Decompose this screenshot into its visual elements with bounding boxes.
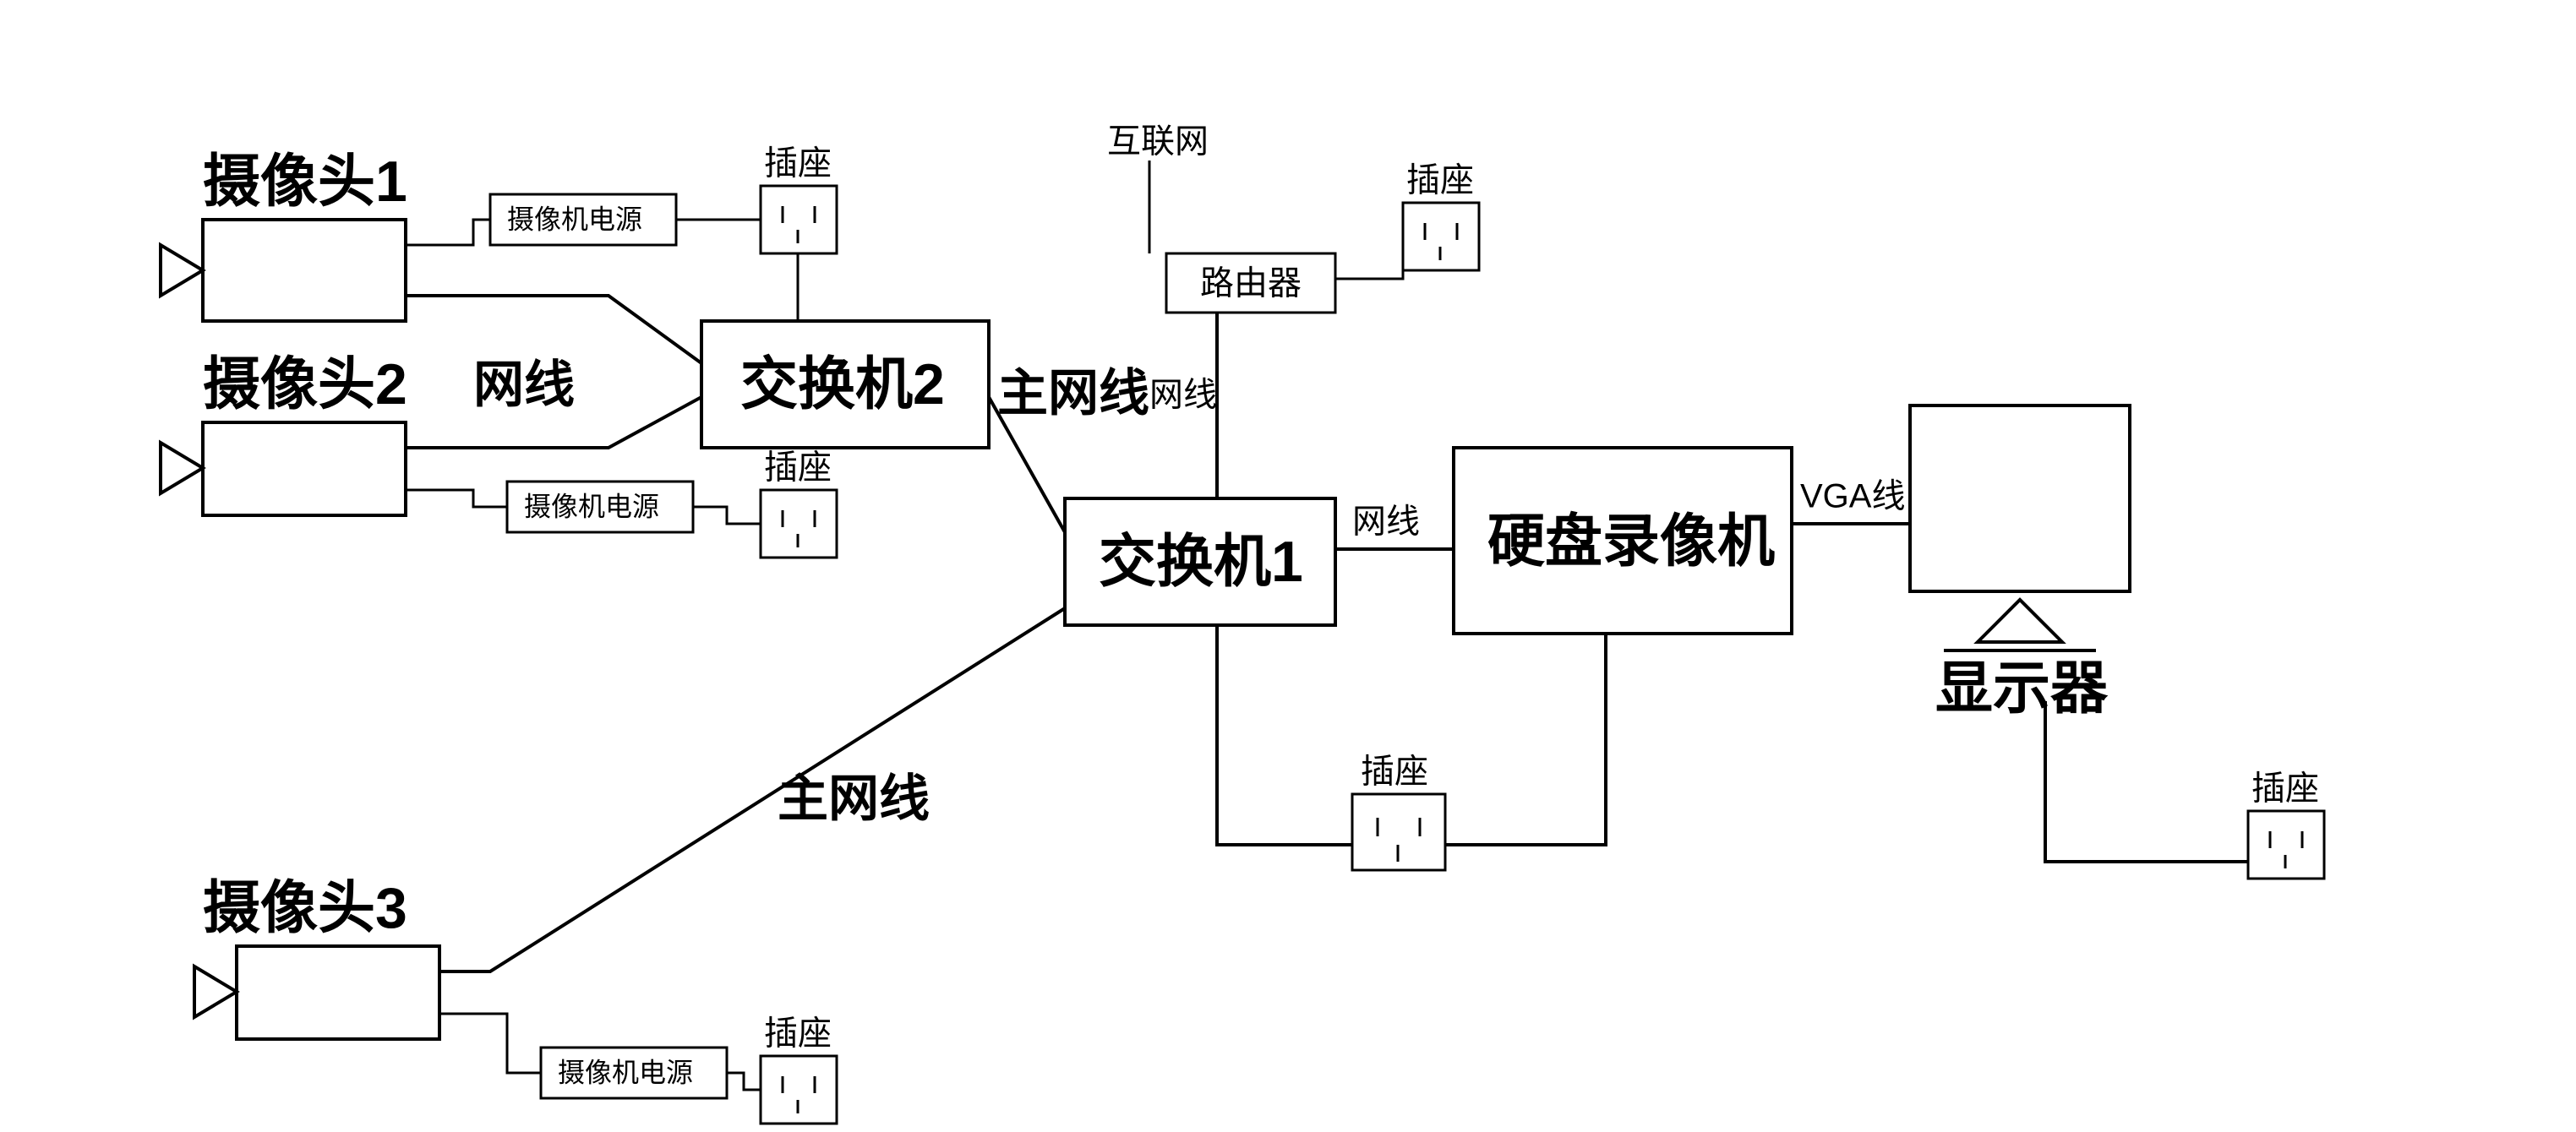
camera-power-2: 摄像机电源	[507, 482, 693, 532]
dvr-label: 硬盘录像机	[1487, 509, 1775, 574]
edge-cam3-power	[439, 1014, 541, 1073]
camera-power-1: 摄像机电源	[490, 194, 676, 245]
camera-2: 摄像头2	[161, 352, 407, 515]
edge-cam1-power	[406, 220, 490, 245]
edge-power3-socket	[727, 1073, 761, 1090]
dvr: 硬盘录像机	[1454, 448, 1792, 634]
label-netcable-router: 网线	[1149, 377, 1217, 414]
edge-cam3-sw1	[439, 608, 1065, 971]
label-netcable-dvr: 网线	[1352, 503, 1420, 541]
network-diagram: 摄像头1 摄像头2 摄像头3 摄像机电源 摄像机电源 摄像机电源	[0, 0, 2576, 1132]
switch-1: 交换机1	[1065, 498, 1335, 625]
label-main-cable-bot: 主网线	[778, 770, 930, 827]
socket-a-label: 插座	[764, 145, 832, 182]
switch-2: 交换机2	[701, 321, 989, 448]
camera-2-label: 摄像头2	[203, 352, 407, 416]
socket-router-label: 插座	[1406, 162, 1474, 199]
socket-c-label: 插座	[764, 1015, 832, 1053]
edge-power2-socket	[693, 507, 761, 524]
edge-cam1-sw2	[406, 296, 701, 363]
socket-a: 插座	[761, 145, 837, 253]
label-internet: 互联网	[1107, 123, 1209, 161]
switch-2-label: 交换机2	[740, 352, 945, 416]
socket-c: 插座	[761, 1015, 837, 1124]
label-main-cable-top: 主网线	[997, 365, 1149, 422]
edge-cam2-power	[406, 490, 507, 507]
socket-monitor-label: 插座	[2251, 770, 2319, 808]
edge-monitor-socket	[2045, 701, 2248, 862]
camera-3-label: 摄像头3	[203, 876, 407, 940]
camera-1-label: 摄像头1	[203, 150, 407, 214]
monitor: 显示器	[1910, 405, 2130, 721]
label-vga: VGA线	[1800, 478, 1905, 515]
label-netcable-left: 网线	[473, 356, 575, 413]
camera-power-2-label: 摄像机电源	[524, 491, 659, 521]
socket-b: 插座	[761, 449, 837, 558]
socket-router: 插座	[1403, 162, 1479, 270]
edge-sw1-socket	[1217, 625, 1352, 845]
router: 路由器	[1166, 253, 1335, 313]
router-label: 路由器	[1200, 265, 1302, 302]
camera-power-3: 摄像机电源	[541, 1048, 727, 1098]
socket-sw-dvr: 插座	[1352, 754, 1445, 870]
edge-router-socket	[1335, 270, 1403, 279]
socket-monitor: 插座	[2248, 770, 2324, 879]
camera-power-1-label: 摄像机电源	[507, 204, 642, 234]
camera-3: 摄像头3	[194, 876, 439, 1039]
camera-1: 摄像头1	[161, 150, 407, 321]
switch-1-label: 交换机1	[1099, 530, 1303, 594]
edge-dvr-socket	[1445, 634, 1606, 845]
camera-power-3-label: 摄像机电源	[558, 1057, 693, 1087]
monitor-label: 显示器	[1935, 656, 2109, 721]
socket-b-label: 插座	[764, 449, 832, 487]
socket-sw-dvr-label: 插座	[1361, 754, 1428, 791]
